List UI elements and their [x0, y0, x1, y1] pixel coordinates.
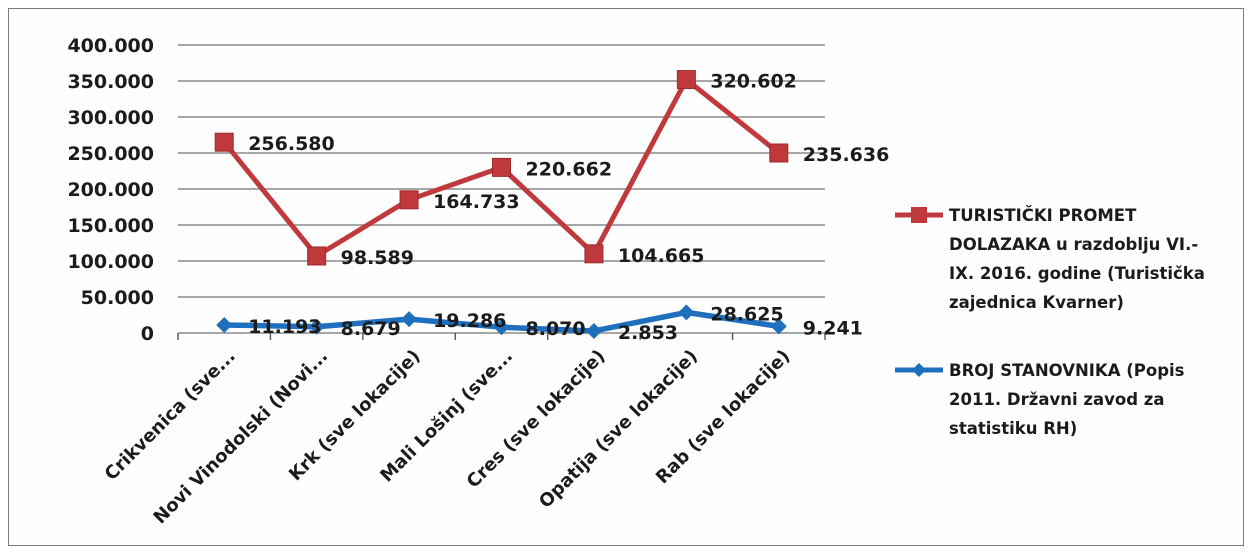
x-category-label: Opatija (sve lokacije) [535, 346, 702, 513]
y-tick-label: 300.000 [67, 107, 154, 129]
legend-label: 2011. Državni zavod za [949, 390, 1165, 409]
data-label: 8.679 [341, 318, 401, 340]
data-point-marker [307, 246, 327, 266]
legend-label: statistiku RH) [949, 419, 1077, 438]
data-point-marker [492, 157, 511, 177]
data-label: 9.241 [803, 317, 863, 339]
y-tick-label: 50.000 [81, 287, 154, 309]
y-tick-label: 100.000 [67, 251, 154, 273]
data-point-marker [585, 322, 602, 339]
data-label: 256.580 [248, 133, 335, 155]
data-point-marker [769, 143, 789, 163]
data-point-marker [678, 304, 695, 321]
y-tick-label: 0 [141, 323, 154, 345]
data-label: 164.733 [433, 191, 520, 213]
legend-label: DOLAZAKA u razdoblju VI.- [949, 235, 1198, 254]
data-label: 320.602 [710, 71, 797, 93]
data-point-marker [401, 311, 418, 328]
y-tick-label: 200.000 [67, 179, 154, 201]
data-label: 235.636 [803, 144, 890, 166]
y-tick-label: 150.000 [67, 215, 154, 237]
data-point-marker [308, 318, 325, 335]
data-point-marker [216, 316, 233, 333]
data-label: 98.589 [341, 247, 414, 269]
data-label: 2.853 [618, 322, 678, 344]
legend-label: IX. 2016. godine (Turistička [949, 264, 1205, 283]
chart-frame [8, 8, 1244, 546]
y-tick-label: 350.000 [67, 71, 154, 93]
legend-marker [911, 207, 927, 223]
data-point-marker [584, 244, 604, 264]
data-point-marker [676, 70, 696, 90]
data-point-marker [214, 132, 234, 152]
data-point-marker [493, 319, 510, 336]
data-label: 19.286 [433, 310, 506, 332]
data-point-marker [399, 190, 419, 210]
data-label: 28.625 [710, 303, 783, 325]
data-label: 8.070 [526, 318, 586, 340]
legend-label: TURISTIČKI PROMET [949, 206, 1137, 225]
legend-label: BROJ STANOVNIKA (Popis [949, 361, 1185, 380]
y-tick-label: 250.000 [67, 143, 154, 165]
legend-label: zajednica Kvarner) [949, 293, 1124, 312]
data-label: 104.665 [618, 245, 705, 267]
x-category-label: Novi Vinodolski (Novi... [150, 346, 333, 529]
legend-marker [912, 363, 926, 377]
data-label: 11.193 [248, 316, 321, 338]
y-tick-label: 400.000 [67, 35, 154, 57]
data-label: 220.662 [526, 158, 613, 180]
data-point-marker [770, 318, 787, 335]
